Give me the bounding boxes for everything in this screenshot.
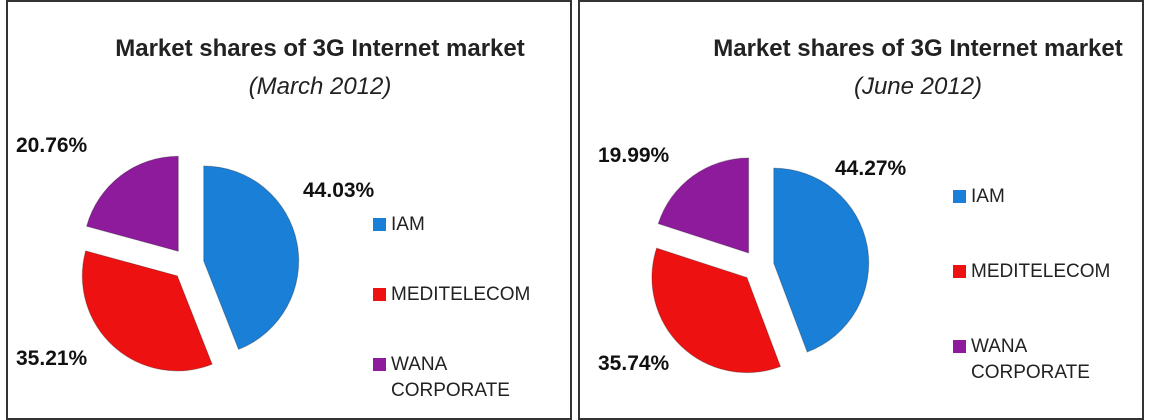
- pie-area: [81, 155, 300, 372]
- legend-swatch: [373, 288, 386, 301]
- legend-entry: MEDITELECOM: [953, 259, 1121, 285]
- pie-slice: [203, 165, 300, 351]
- legend-swatch: [373, 218, 386, 231]
- pie-slice: [651, 247, 782, 374]
- data-label: 35.21%: [16, 347, 88, 370]
- legend-text: MEDITELECOM: [391, 284, 531, 305]
- chart-title: Market shares of 3G Internet market (Mar…: [110, 30, 530, 106]
- data-label: 44.03%: [303, 179, 375, 202]
- subtitle-text: (March 2012): [248, 73, 392, 100]
- legend-entry: IAM: [373, 212, 541, 238]
- pie-slice: [81, 250, 213, 372]
- data-label: 44.27%: [835, 157, 907, 180]
- legend-text: MEDITELECOM: [971, 261, 1111, 282]
- legend-swatch: [953, 265, 966, 278]
- chart-panel: Market shares of 3G Internet market (Mar…: [6, 0, 572, 420]
- legend-swatch: [373, 358, 386, 371]
- chart-panel: Market shares of 3G Internet market (Jun…: [578, 0, 1144, 420]
- pie-slice: [657, 157, 750, 254]
- legend-entry: MEDITELECOM: [373, 282, 541, 308]
- title-text: Market shares of 3G Internet market: [713, 35, 1123, 62]
- legend-entry: WANA CORPORATE: [953, 334, 1121, 386]
- subtitle-text: (June 2012): [853, 73, 983, 100]
- pie-slice: [773, 167, 870, 353]
- legend-swatch: [953, 190, 966, 203]
- legend-entry: IAM: [953, 184, 1121, 210]
- legend-text: IAM: [391, 214, 425, 235]
- data-label: 35.74%: [598, 352, 670, 375]
- pie-area: [651, 157, 870, 374]
- page: Market shares of 3G Internet market (Mar…: [6, 0, 1144, 420]
- legend-entry: WANA CORPORATE: [373, 352, 541, 404]
- title-text: Market shares of 3G Internet market: [115, 35, 525, 62]
- legend-text: WANA CORPORATE: [971, 336, 1090, 383]
- chart-title: Market shares of 3G Internet market (Jun…: [708, 30, 1128, 106]
- data-label: 19.99%: [598, 144, 670, 167]
- legend-swatch: [953, 340, 966, 353]
- legend-text: WANA CORPORATE: [391, 354, 510, 401]
- legend-text: IAM: [971, 186, 1005, 207]
- data-label: 20.76%: [16, 134, 88, 157]
- pie-slice: [86, 155, 179, 252]
